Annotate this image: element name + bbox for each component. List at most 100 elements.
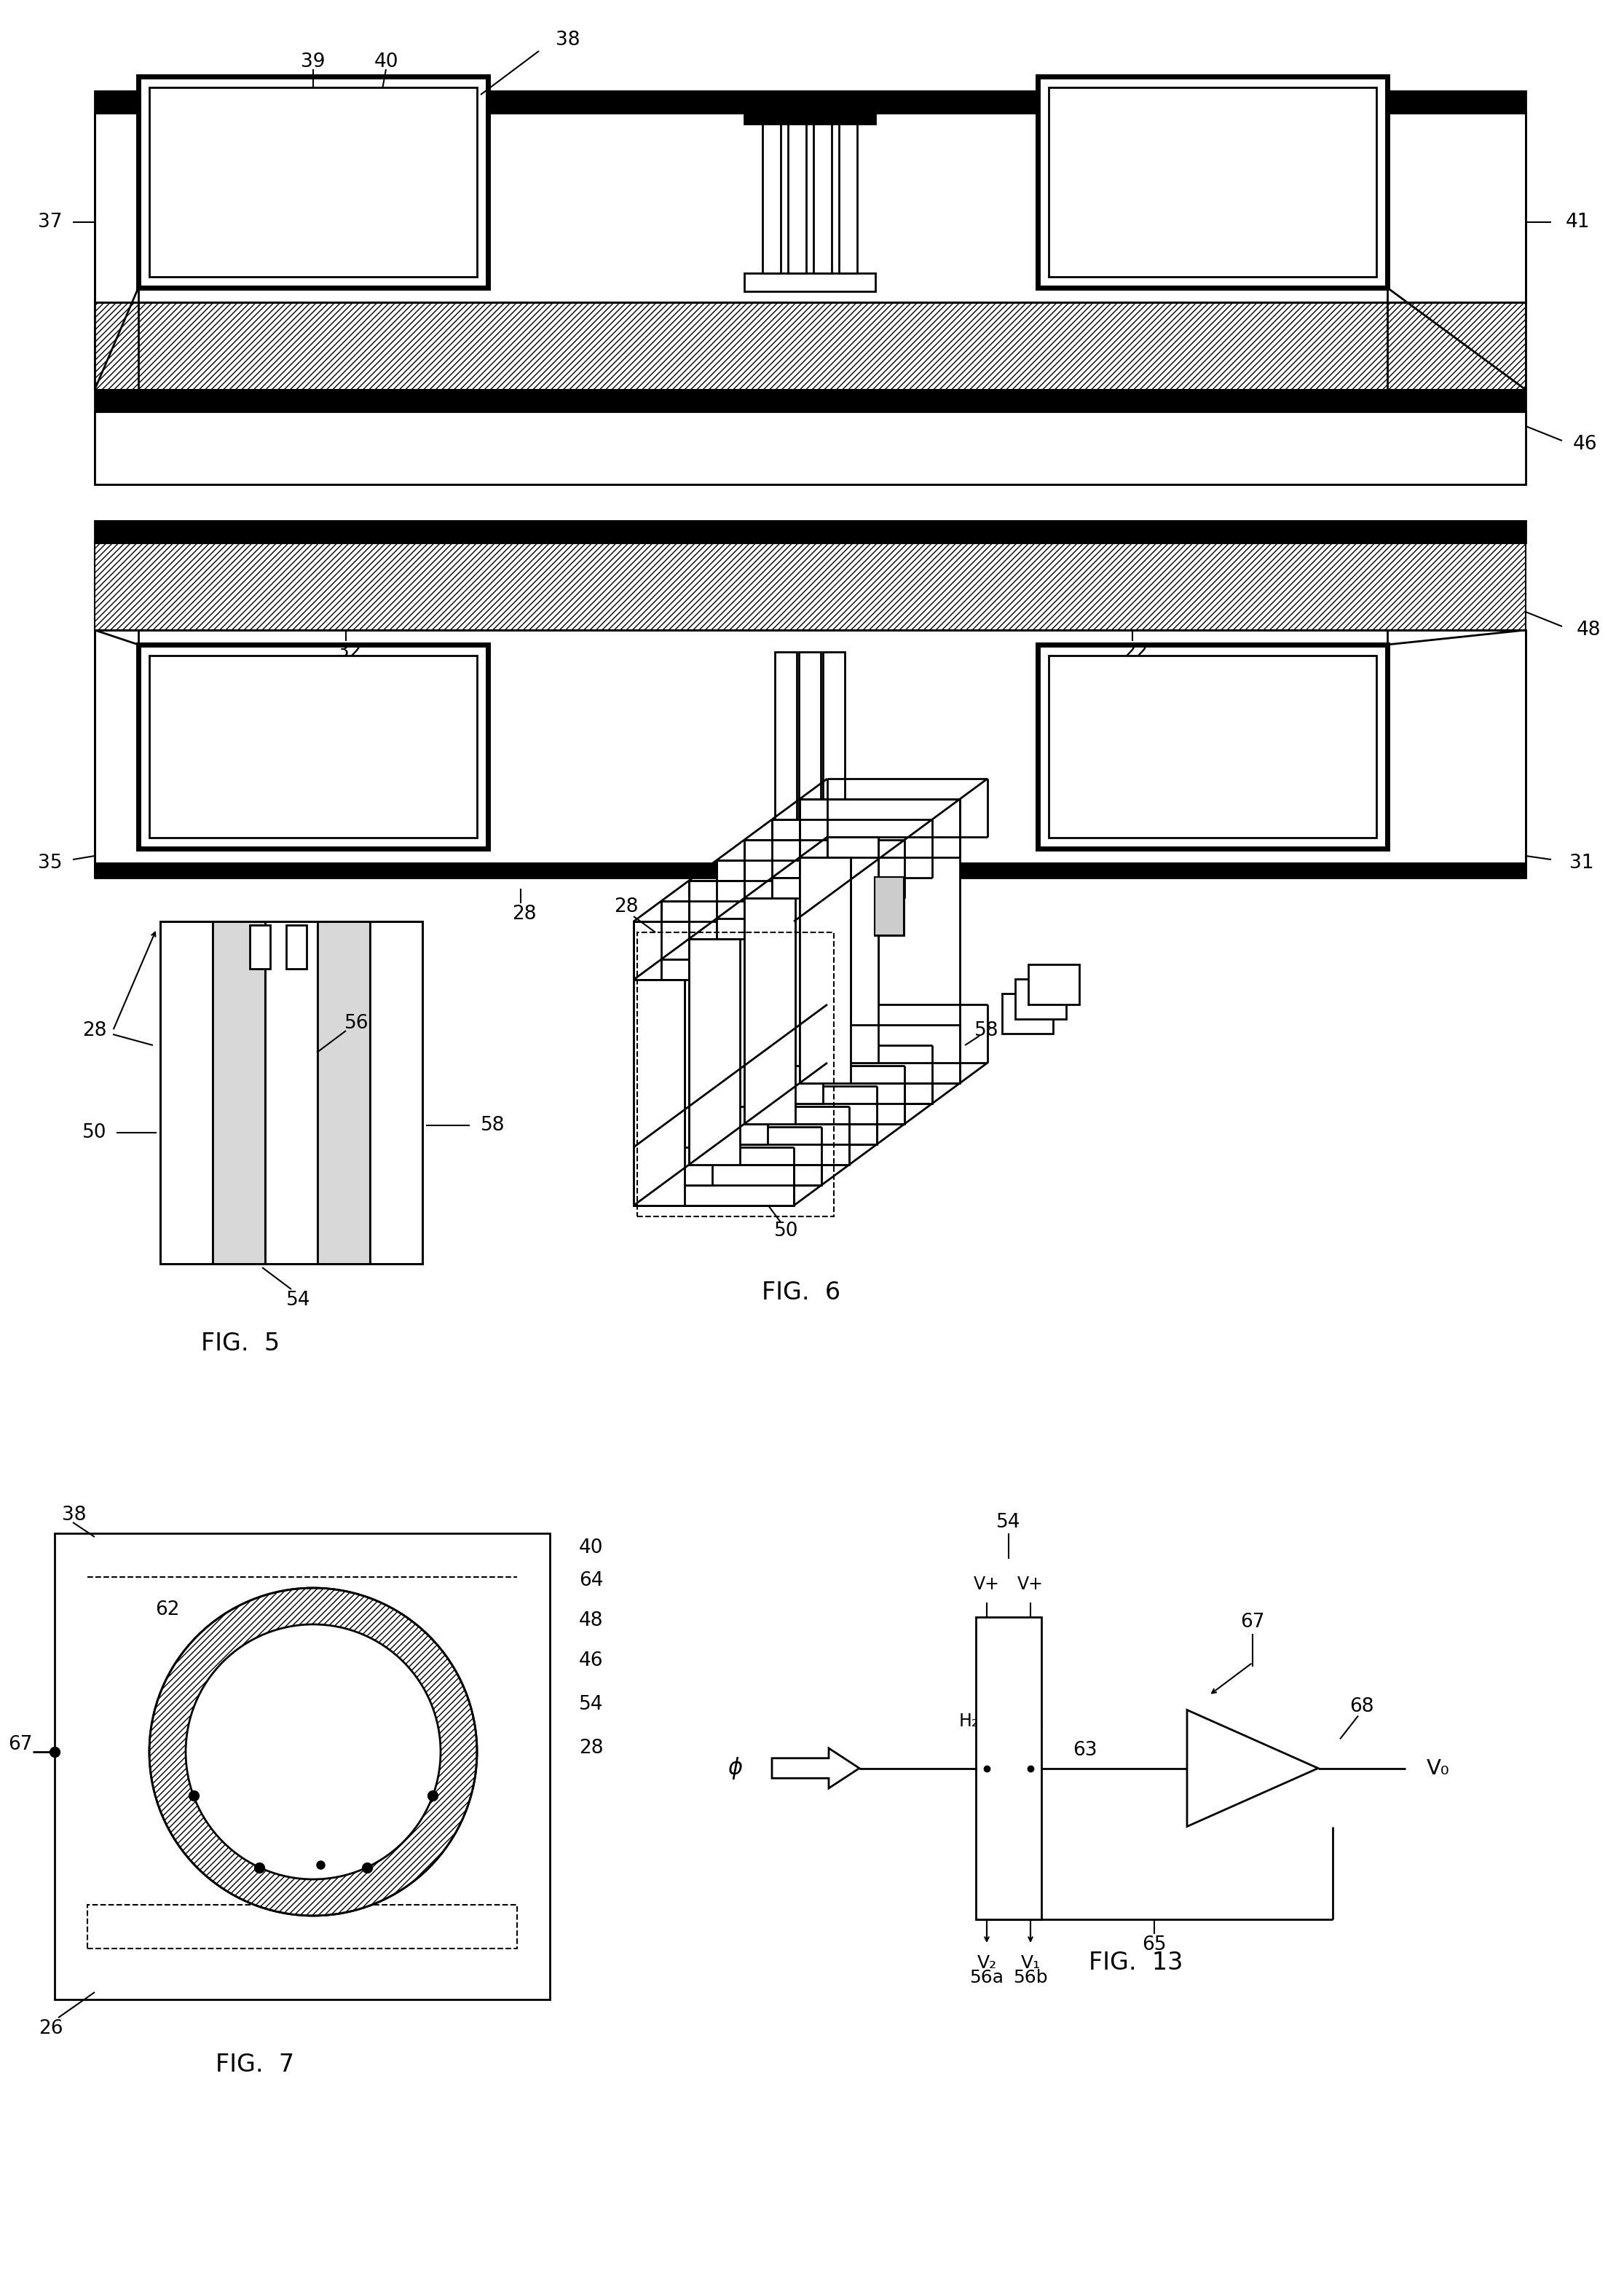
Text: 67: 67 (1241, 1613, 1265, 1631)
Text: 30: 30 (200, 803, 224, 821)
Polygon shape (771, 1747, 859, 1788)
Bar (318, 921, 370, 1264)
Text: 56b: 56b (1013, 1969, 1047, 1985)
Bar (875, 878, 905, 935)
Bar (94, 113, 1525, 302)
Bar (94, 411, 1525, 483)
Text: 68: 68 (1350, 1697, 1374, 1715)
Bar (94, 522, 1525, 542)
Text: 28: 28 (512, 905, 536, 923)
Text: 48: 48 (580, 1611, 604, 1629)
Bar (55, 1534, 551, 1999)
Bar (744, 109, 875, 125)
Bar (1038, 644, 1387, 849)
Bar (771, 819, 932, 1103)
Bar (94, 91, 1525, 113)
Text: 48: 48 (1577, 622, 1601, 640)
Bar (370, 921, 422, 1264)
Text: 28: 28 (83, 1021, 107, 1039)
Text: 67: 67 (8, 1736, 32, 1754)
Bar (161, 921, 422, 1264)
Text: 56: 56 (843, 1098, 867, 1116)
Bar (161, 921, 213, 1264)
Text: 50: 50 (775, 1221, 799, 1241)
Text: 31: 31 (1569, 853, 1593, 874)
Circle shape (185, 1625, 440, 1879)
Text: V+: V+ (1017, 1575, 1044, 1593)
Text: H₁: H₁ (1025, 1713, 1044, 1729)
Bar (161, 921, 422, 1264)
Text: +: + (1203, 1743, 1221, 1763)
Text: V₁: V₁ (1020, 1954, 1041, 1972)
Bar (744, 899, 796, 1123)
Text: 38: 38 (62, 1507, 86, 1525)
Text: 54: 54 (997, 1513, 1021, 1532)
Text: 32: 32 (338, 642, 362, 660)
Text: 36: 36 (200, 227, 224, 247)
Text: 65: 65 (1142, 1935, 1166, 1954)
Bar (799, 651, 820, 842)
Text: 56: 56 (344, 1014, 369, 1032)
Text: FIG.  7: FIG. 7 (216, 2053, 294, 2076)
Text: 46: 46 (1574, 436, 1598, 454)
Text: V₂: V₂ (978, 1954, 997, 1972)
Bar (1015, 978, 1067, 1019)
Text: 22: 22 (1124, 642, 1148, 660)
Bar (976, 1618, 1041, 1920)
Bar (744, 272, 875, 290)
Bar (213, 921, 265, 1264)
Text: 52: 52 (408, 1845, 432, 1863)
Text: 54: 54 (919, 992, 945, 1012)
Text: 54: 54 (286, 1291, 310, 1309)
Text: 33: 33 (804, 810, 828, 828)
Text: $\phi$: $\phi$ (728, 1756, 742, 1781)
Bar (1002, 994, 1052, 1035)
Text: 52: 52 (745, 919, 770, 937)
Bar (875, 878, 905, 935)
Text: 37: 37 (37, 213, 62, 231)
Bar (775, 651, 797, 842)
Bar (689, 939, 741, 1164)
Bar (771, 878, 823, 1103)
Text: 44: 44 (1095, 417, 1119, 436)
Bar (823, 651, 844, 842)
Text: 42: 42 (1350, 227, 1374, 247)
Bar (661, 960, 713, 1184)
Text: 40: 40 (580, 1538, 604, 1557)
Bar (138, 77, 487, 288)
Text: 28: 28 (614, 899, 638, 917)
Polygon shape (1187, 1711, 1319, 1827)
Text: 40: 40 (374, 52, 398, 70)
Text: 24: 24 (1350, 803, 1374, 821)
Text: V₀: V₀ (1427, 1758, 1450, 1779)
Bar (265, 921, 318, 1264)
Bar (633, 921, 794, 1205)
Text: 28: 28 (580, 1738, 604, 1758)
Bar (763, 116, 781, 272)
Bar (149, 88, 477, 277)
Text: FIG.  5: FIG. 5 (201, 1332, 279, 1357)
Text: 35: 35 (37, 853, 62, 874)
Text: C: C (284, 1899, 297, 1917)
Text: FIG.  4: FIG. 4 (726, 953, 804, 978)
Bar (138, 644, 487, 849)
Text: 58: 58 (481, 1116, 505, 1134)
Text: FIG.  13: FIG. 13 (1090, 1951, 1184, 1974)
Text: V+: V+ (974, 1575, 1000, 1593)
Bar (661, 901, 822, 1184)
Text: 54: 54 (580, 1695, 604, 1713)
Bar (788, 116, 806, 272)
Bar (633, 980, 685, 1205)
Text: 41: 41 (1566, 213, 1590, 231)
Text: 50: 50 (83, 1123, 107, 1141)
Bar (94, 542, 1525, 631)
Text: 60: 60 (250, 1634, 274, 1652)
Bar (94, 390, 1525, 411)
Bar (94, 302, 1525, 390)
Bar (637, 933, 833, 1216)
Text: 26: 26 (840, 905, 864, 923)
Text: 38: 38 (555, 29, 580, 50)
Text: 62: 62 (156, 1600, 180, 1620)
Text: 26: 26 (39, 2019, 63, 2038)
Bar (840, 116, 857, 272)
